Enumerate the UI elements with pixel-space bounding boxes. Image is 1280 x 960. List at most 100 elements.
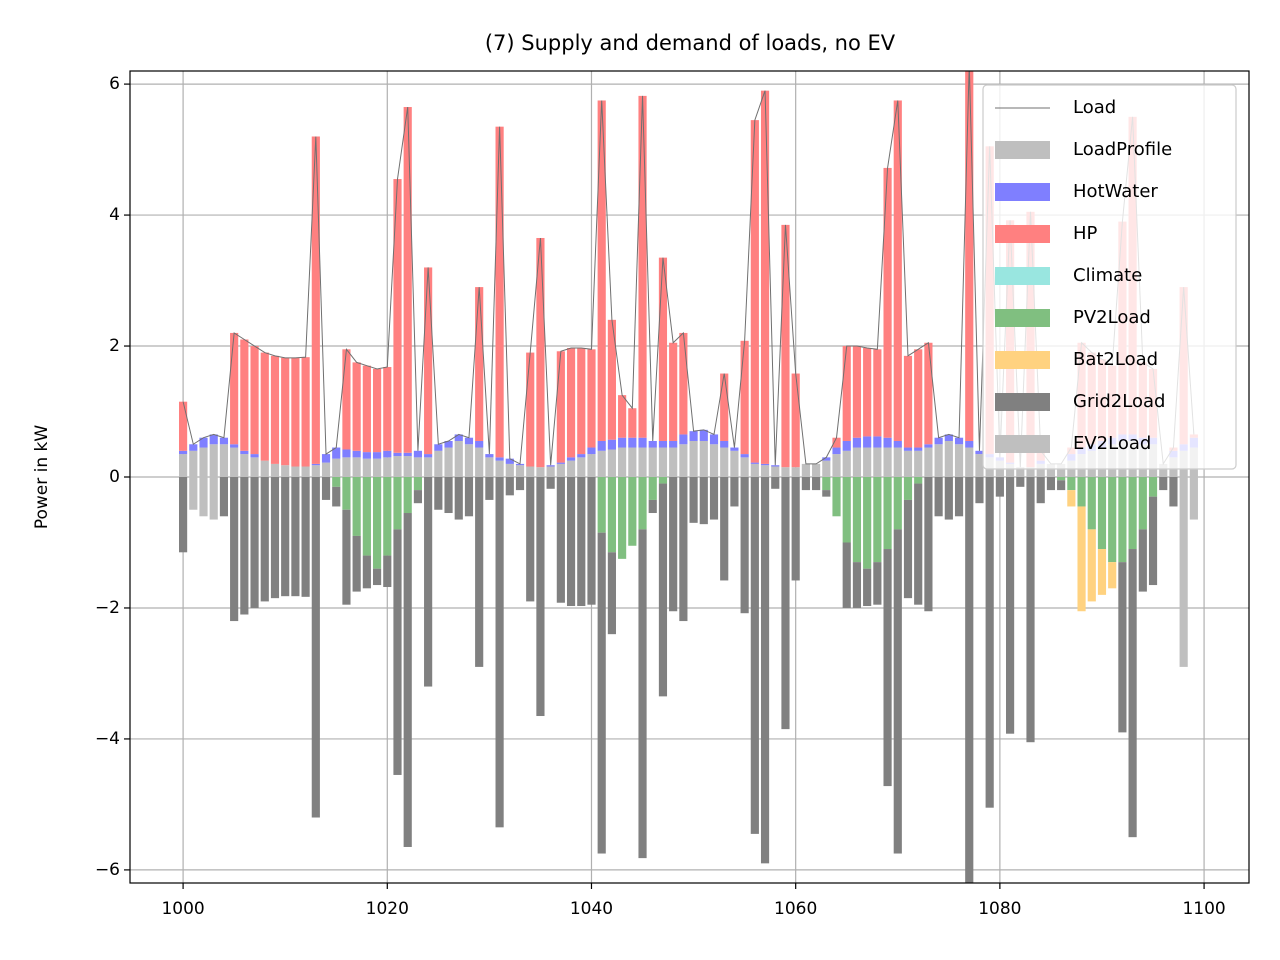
bar [903, 477, 913, 500]
bar [883, 167, 892, 438]
bar [362, 365, 371, 453]
bar [515, 477, 525, 491]
bar [954, 477, 964, 517]
bar [709, 434, 719, 445]
bar [1036, 463, 1045, 477]
bar [505, 463, 514, 477]
bar [607, 439, 616, 450]
bar [822, 477, 831, 491]
bar [903, 499, 913, 599]
bar [424, 477, 433, 687]
bar [852, 346, 862, 438]
bar [464, 437, 474, 445]
bar [1046, 477, 1056, 491]
bar [485, 454, 494, 458]
bar [914, 483, 923, 605]
bar [812, 477, 821, 491]
bar [750, 463, 759, 477]
bar [424, 457, 433, 477]
bar [730, 447, 739, 451]
x-tick-label: 1000 [161, 899, 204, 919]
bar [669, 342, 678, 441]
bar [362, 555, 371, 589]
x-tick-label: 1020 [366, 899, 409, 919]
bar [1148, 477, 1158, 497]
bar [995, 477, 1004, 497]
bar [740, 340, 749, 455]
bar [291, 357, 300, 467]
bar [464, 444, 474, 477]
bar [975, 454, 984, 477]
bar [260, 352, 269, 461]
bar [699, 440, 708, 477]
bar [1067, 490, 1076, 507]
bar [393, 452, 402, 457]
bar [863, 447, 872, 477]
bar [822, 490, 831, 497]
bar [495, 457, 504, 461]
bar [301, 466, 310, 477]
bar [372, 452, 382, 459]
bar [658, 257, 668, 441]
bar [1016, 477, 1025, 487]
y-tick-label: −2 [95, 598, 120, 618]
bar [689, 477, 698, 523]
bar [383, 477, 392, 556]
y-tick-label: 0 [109, 467, 120, 487]
bar [832, 447, 841, 455]
bar [311, 463, 320, 466]
bar [1108, 477, 1117, 563]
bar [883, 437, 892, 448]
bar [924, 342, 933, 445]
y-tick-label: 6 [109, 74, 120, 94]
bar [526, 466, 535, 477]
bar [1016, 467, 1025, 477]
bar [199, 477, 208, 517]
bar [965, 71, 974, 441]
bar [352, 362, 361, 451]
y-tick-label: −6 [95, 860, 120, 880]
bar [515, 463, 525, 466]
bar [444, 447, 453, 477]
bar [372, 568, 382, 586]
bar [730, 477, 739, 507]
bar [321, 477, 331, 500]
bar [1097, 477, 1107, 550]
bar [924, 444, 933, 448]
bar [679, 434, 688, 445]
bar [362, 477, 371, 556]
bar [1026, 477, 1035, 743]
chart-title: (7) Supply and demand of loads, no EV [485, 31, 896, 55]
bar [556, 462, 565, 464]
bar [893, 477, 902, 530]
bar [301, 477, 310, 597]
legend-swatch [995, 351, 1050, 369]
bar [842, 440, 851, 451]
bar [1077, 506, 1086, 612]
bar [832, 437, 841, 448]
bar [485, 477, 494, 500]
bar [332, 486, 341, 507]
bar [750, 477, 759, 834]
bar [444, 440, 453, 448]
bar [556, 463, 565, 477]
bar [403, 477, 412, 514]
bar [842, 346, 851, 441]
bar [883, 477, 892, 550]
bar [679, 332, 688, 435]
x-tick-label: 1060 [774, 899, 817, 919]
bar [760, 477, 770, 864]
bar [607, 552, 616, 635]
bar [332, 458, 341, 477]
bar [1006, 477, 1015, 734]
bar [342, 457, 351, 477]
bar [260, 460, 269, 477]
bar [873, 447, 882, 477]
bar [281, 465, 290, 477]
bar [873, 562, 882, 605]
bar [791, 477, 800, 581]
bar [750, 120, 759, 463]
legend-swatch [995, 435, 1050, 453]
bar [852, 477, 862, 563]
legend-label: Grid2Load [1073, 391, 1165, 412]
